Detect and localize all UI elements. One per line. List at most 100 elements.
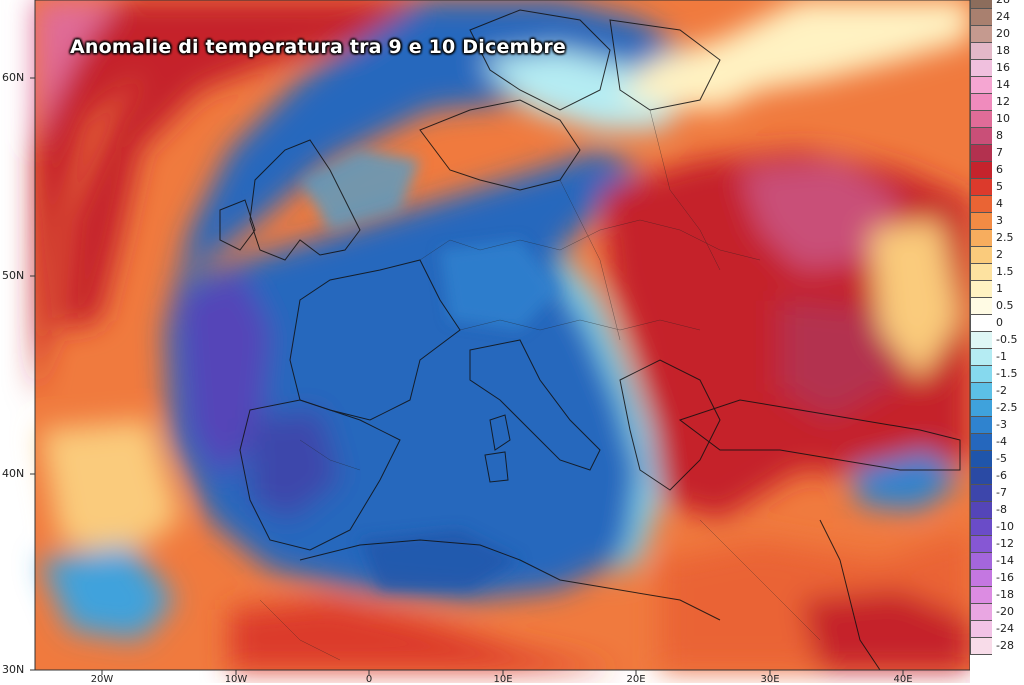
legend-row: 28 <box>970 0 1024 9</box>
legend-label: 0.5 <box>996 299 1014 312</box>
legend-swatch <box>970 9 992 26</box>
legend-row: 6 <box>970 162 1024 179</box>
legend-row: 18 <box>970 43 1024 60</box>
legend-row: -3 <box>970 417 1024 434</box>
legend-swatch <box>970 26 992 43</box>
legend-row: -14 <box>970 553 1024 570</box>
legend-row: 5 <box>970 179 1024 196</box>
legend-label: -7 <box>996 486 1007 499</box>
legend-row: -1 <box>970 349 1024 366</box>
legend-swatch <box>970 638 992 655</box>
lon-label-10e: 10E <box>493 674 513 685</box>
legend-swatch <box>970 230 992 247</box>
legend-swatch <box>970 434 992 451</box>
legend-label: -2.5 <box>996 401 1018 414</box>
legend-swatch <box>970 553 992 570</box>
legend-row: -5 <box>970 451 1024 468</box>
legend-label: 20 <box>996 27 1010 40</box>
legend-label: 28 <box>996 0 1010 6</box>
legend-label: 1 <box>996 282 1003 295</box>
legend-row: -10 <box>970 519 1024 536</box>
legend-label: -14 <box>996 554 1014 567</box>
legend-row: -4 <box>970 434 1024 451</box>
legend-row: -0.5 <box>970 332 1024 349</box>
legend-label: -24 <box>996 622 1014 635</box>
legend-row: 14 <box>970 77 1024 94</box>
legend-row: -7 <box>970 485 1024 502</box>
legend-row: -20 <box>970 604 1024 621</box>
legend-label: -16 <box>996 571 1014 584</box>
legend-label: -5 <box>996 452 1007 465</box>
legend-swatch <box>970 332 992 349</box>
legend-row: 0.5 <box>970 298 1024 315</box>
legend-swatch <box>970 213 992 230</box>
legend-swatch <box>970 468 992 485</box>
legend-row: 1.5 <box>970 264 1024 281</box>
lon-label-0: 0 <box>365 674 373 685</box>
legend-swatch <box>970 94 992 111</box>
legend-label: -0.5 <box>996 333 1018 346</box>
legend-row: 10 <box>970 111 1024 128</box>
legend-row: -2.5 <box>970 400 1024 417</box>
legend-swatch <box>970 451 992 468</box>
lon-label-20w: 20W <box>90 674 114 685</box>
legend-swatch <box>970 400 992 417</box>
legend-swatch <box>970 0 992 9</box>
lat-label-60n: 60N <box>2 71 25 84</box>
legend-swatch <box>970 281 992 298</box>
legend-row: -1.5 <box>970 366 1024 383</box>
lat-label-30n: 30N <box>2 663 25 676</box>
legend-row: -8 <box>970 502 1024 519</box>
legend-swatch <box>970 196 992 213</box>
legend-row: 8 <box>970 128 1024 145</box>
lon-label-20e: 20E <box>626 674 646 685</box>
legend-label: 5 <box>996 180 1003 193</box>
legend-label: 3 <box>996 214 1003 227</box>
legend-row: -6 <box>970 468 1024 485</box>
legend-label: -4 <box>996 435 1007 448</box>
legend-label: 6 <box>996 163 1003 176</box>
legend-swatch <box>970 502 992 519</box>
legend-swatch <box>970 60 992 77</box>
legend-row: 4 <box>970 196 1024 213</box>
legend-label: 2 <box>996 248 1003 261</box>
legend-label: -28 <box>996 639 1014 652</box>
legend-swatch <box>970 587 992 604</box>
legend-swatch <box>970 349 992 366</box>
legend-swatch <box>970 179 992 196</box>
legend-label: -1 <box>996 350 1007 363</box>
legend-swatch <box>970 128 992 145</box>
legend-row: 1 <box>970 281 1024 298</box>
legend-swatch <box>970 145 992 162</box>
legend-swatch <box>970 383 992 400</box>
legend-label: -20 <box>996 605 1014 618</box>
legend-row: 24 <box>970 9 1024 26</box>
legend-label: 8 <box>996 129 1003 142</box>
legend-label: -2 <box>996 384 1007 397</box>
legend-swatch <box>970 519 992 536</box>
legend-swatch <box>970 111 992 128</box>
legend-label: 7 <box>996 146 1003 159</box>
legend-label: -18 <box>996 588 1014 601</box>
lat-label-40n: 40N <box>2 467 25 480</box>
legend-swatch <box>970 162 992 179</box>
lat-label-50n: 50N <box>2 269 25 282</box>
legend-swatch <box>970 417 992 434</box>
legend-swatch <box>970 264 992 281</box>
legend-row: 2.5 <box>970 230 1024 247</box>
legend-swatch <box>970 315 992 332</box>
legend-swatch <box>970 536 992 553</box>
legend-label: -8 <box>996 503 1007 516</box>
legend-row: -12 <box>970 536 1024 553</box>
lon-label-30e: 30E <box>760 674 780 685</box>
color-scale-legend: 28 24 20 18 16 14 12 10 8 7 6 5 4 3 2.5 2 1.5 1 0.5 0 -0.5 -1… <box>970 0 1024 683</box>
legend-label: 12 <box>996 95 1010 108</box>
legend-swatch <box>970 604 992 621</box>
legend-label: 4 <box>996 197 1003 210</box>
legend-swatch <box>970 247 992 264</box>
legend-row: 7 <box>970 145 1024 162</box>
legend-swatch <box>970 485 992 502</box>
legend-row: 12 <box>970 94 1024 111</box>
legend-row: -18 <box>970 587 1024 604</box>
